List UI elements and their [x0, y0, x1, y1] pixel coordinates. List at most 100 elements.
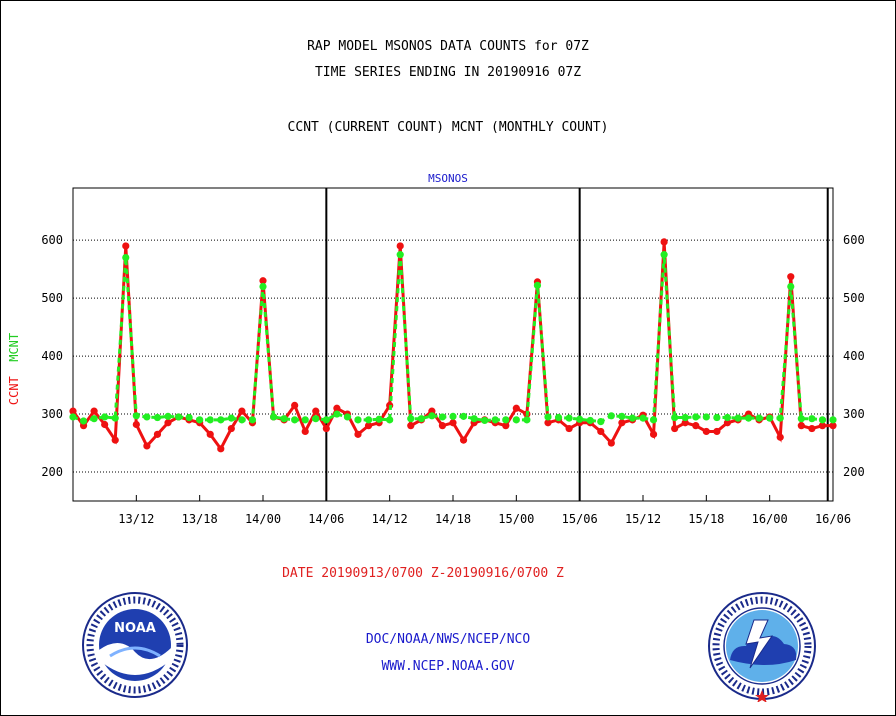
data-point-mcnt: [354, 416, 362, 424]
data-point-mcnt: [196, 416, 204, 424]
data-point-mcnt: [396, 251, 404, 259]
data-point-ccnt: [565, 424, 573, 433]
data-point-mcnt: [671, 413, 679, 422]
data-point-mcnt: [269, 413, 278, 421]
x-tick-label: 15/18: [688, 512, 724, 526]
url-line: WWW.NCEP.NOAA.GOV: [381, 659, 515, 674]
data-point-mcnt: [164, 412, 172, 420]
date-range: DATE 20190913/0700 Z-20190916/0700 Z: [282, 566, 564, 581]
data-point-ccnt: [787, 273, 795, 281]
data-point-mcnt: [576, 415, 584, 423]
data-point-ccnt: [69, 407, 77, 415]
data-point-mcnt: [565, 414, 573, 422]
data-point-mcnt: [206, 416, 214, 424]
chart-title-line1: RAP MODEL MSONOS DATA COUNTS for 07Z: [307, 39, 589, 54]
data-point-mcnt: [702, 413, 710, 421]
data-point-mcnt: [491, 416, 499, 424]
y-tick-label-left: 600: [41, 233, 63, 247]
data-point-ccnt: [227, 424, 235, 433]
data-point-mcnt: [744, 414, 753, 422]
y-tick-label-right: 200: [843, 465, 865, 479]
data-point-ccnt: [217, 445, 225, 453]
data-point-mcnt: [248, 416, 257, 424]
data-point-mcnt: [174, 413, 183, 421]
x-tick-label: 13/12: [118, 512, 154, 526]
data-point-ccnt: [259, 277, 267, 285]
x-tick-label: 16/06: [815, 512, 851, 526]
y-tick-label-left: 400: [41, 349, 63, 363]
plot-area: [72, 187, 834, 502]
data-point-ccnt: [364, 422, 373, 430]
data-point-ccnt: [291, 401, 299, 409]
data-point-mcnt: [618, 412, 626, 420]
data-point-ccnt: [354, 430, 362, 438]
data-point-mcnt: [101, 413, 109, 421]
data-point-mcnt: [217, 416, 225, 424]
x-tick-label: 14/00: [245, 512, 281, 526]
data-point-ccnt: [206, 430, 214, 438]
y-tick-label-left: 200: [41, 465, 63, 479]
data-point-ccnt: [681, 419, 689, 427]
noaa-logo-text: NOAA: [114, 621, 156, 636]
chart-title-line2: TIME SERIES ENDING IN 20190916 07Z: [314, 65, 582, 80]
series-line-mcnt: [72, 254, 833, 424]
data-point-ccnt: [459, 436, 468, 444]
data-point-mcnt: [69, 413, 77, 421]
x-tick-label: 14/18: [435, 512, 471, 526]
data-point-mcnt: [153, 413, 162, 422]
org-line: DOC/NOAA/NWS/NCEP/NCO: [365, 632, 531, 647]
data-point-mcnt: [818, 416, 827, 424]
data-point-mcnt: [713, 413, 721, 422]
data-point-mcnt: [122, 253, 130, 262]
data-point-ccnt: [776, 433, 784, 441]
data-point-ccnt: [238, 407, 246, 415]
chart-title-line3: CCNT (CURRENT COUNT) MCNT (MONTHLY COUNT…: [287, 120, 609, 135]
data-point-ccnt: [808, 424, 816, 433]
data-point-mcnt: [185, 413, 193, 422]
data-point-ccnt: [143, 442, 151, 450]
data-point-ccnt: [618, 419, 626, 427]
data-point-mcnt: [238, 416, 246, 424]
data-point-ccnt: [312, 407, 320, 415]
data-point-mcnt: [333, 410, 341, 418]
y-tick-label-left: 300: [41, 407, 63, 421]
data-point-ccnt: [153, 430, 162, 438]
nws-logo: [708, 592, 816, 702]
y-tick-label-right: 300: [843, 407, 865, 421]
data-point-mcnt: [280, 415, 288, 423]
data-point-mcnt: [449, 412, 457, 420]
data-point-mcnt: [692, 413, 700, 421]
data-point-mcnt: [259, 282, 267, 291]
data-point-ccnt: [322, 424, 330, 433]
plot-title: MSONOS: [428, 172, 468, 185]
data-point-ccnt: [597, 427, 605, 436]
data-point-ccnt: [671, 424, 679, 433]
x-tick-label: 15/00: [498, 512, 534, 526]
data-point-mcnt: [681, 413, 689, 422]
noaa-logo: NOAA: [82, 592, 188, 698]
data-point-mcnt: [808, 415, 816, 423]
data-point-ccnt: [111, 436, 119, 444]
x-tick-label: 15/06: [562, 512, 598, 526]
data-point-mcnt: [291, 416, 299, 424]
y-tick-label-right: 400: [843, 349, 865, 363]
data-point-mcnt: [776, 414, 784, 422]
data-point-mcnt: [90, 415, 98, 423]
data-point-ccnt: [407, 422, 415, 430]
data-point-mcnt: [322, 416, 330, 424]
data-point-mcnt: [723, 413, 732, 422]
data-point-mcnt: [428, 412, 436, 420]
data-point-mcnt: [544, 413, 552, 421]
data-point-mcnt: [132, 412, 140, 420]
data-point-mcnt: [797, 415, 805, 423]
data-point-ccnt: [797, 422, 805, 430]
data-point-mcnt: [586, 416, 594, 425]
data-point-mcnt: [649, 416, 658, 424]
data-point-ccnt: [723, 419, 732, 427]
data-point-mcnt: [523, 416, 531, 424]
data-point-ccnt: [101, 420, 109, 429]
data-point-mcnt: [143, 413, 151, 421]
x-tick-label: 14/06: [308, 512, 344, 526]
data-point-ccnt: [301, 427, 309, 436]
